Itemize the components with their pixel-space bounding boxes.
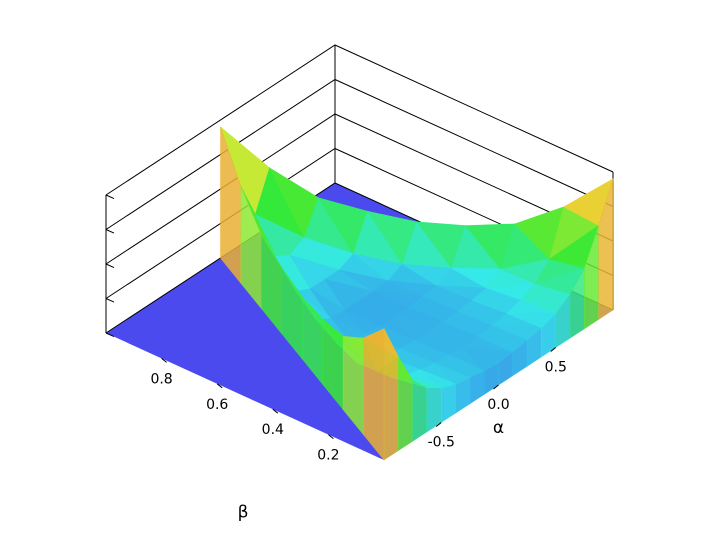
x-tick bbox=[493, 384, 499, 390]
surface-wall bbox=[440, 383, 456, 424]
grid-line bbox=[105, 44, 614, 196]
grid-line bbox=[105, 78, 614, 230]
z-tick bbox=[105, 229, 115, 234]
x-tick-label: -0.5 bbox=[428, 435, 455, 451]
surface-wall bbox=[598, 178, 614, 320]
x-axis-label: α bbox=[493, 418, 504, 438]
x-tick-label: 0.5 bbox=[545, 360, 567, 376]
y-tick-label: 0.6 bbox=[206, 397, 228, 413]
surface-wall bbox=[455, 377, 471, 414]
y-tick-label: 0.2 bbox=[317, 448, 339, 464]
grid-line bbox=[105, 113, 614, 265]
y-tick-label: 0.4 bbox=[262, 422, 284, 438]
y-tick bbox=[216, 383, 223, 389]
x-tick-label: 0.0 bbox=[487, 397, 509, 413]
y-tick bbox=[161, 358, 167, 363]
z-tick bbox=[105, 194, 115, 200]
surface bbox=[220, 126, 614, 461]
y-tick-label: 0.8 bbox=[150, 371, 172, 387]
z-tick bbox=[105, 298, 115, 303]
z-tick bbox=[105, 263, 115, 269]
surface-wall bbox=[426, 387, 442, 433]
z-tick bbox=[105, 332, 115, 338]
axes: -0.5 0.0 0.5 0.2 0.4 0.6 0.8 α β bbox=[150, 347, 567, 523]
x-tick bbox=[435, 422, 442, 427]
x-tick bbox=[550, 347, 557, 352]
surface-wall bbox=[412, 380, 428, 442]
y-tick bbox=[272, 408, 279, 414]
y-tick bbox=[328, 434, 334, 439]
y-axis-label: β bbox=[238, 503, 249, 523]
